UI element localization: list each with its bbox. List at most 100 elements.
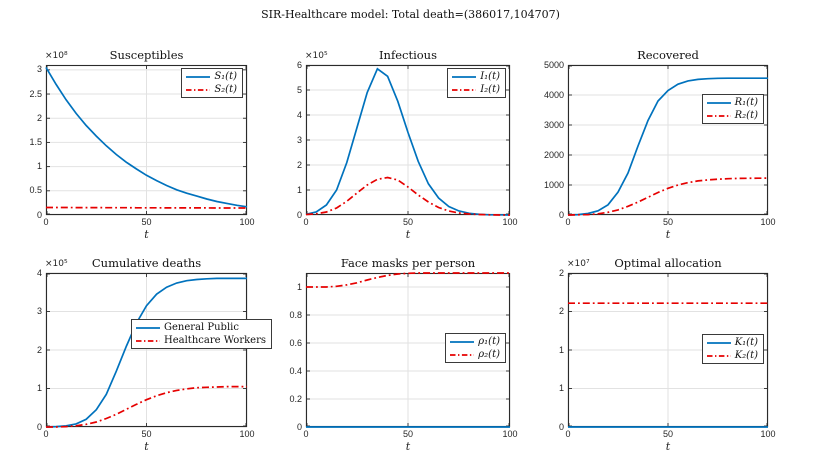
legend-label: R₂(t) — [734, 110, 758, 121]
y-tick-label: 0 — [296, 421, 302, 432]
y-tick-label: 1 — [558, 344, 564, 355]
subplot-title: Face masks per person — [340, 256, 476, 270]
y-tick-label: 3000 — [543, 119, 564, 130]
legend-label: ρ₁(t) — [478, 336, 500, 347]
y-tick-label: 0 — [558, 209, 564, 220]
legend-entry: K₁(t) — [706, 336, 758, 349]
y-tick-label: 4 — [36, 267, 42, 278]
legend-solid-line-sample — [706, 341, 731, 344]
x-axis-label: t — [405, 440, 411, 453]
legend-solid-line-sample — [136, 326, 160, 329]
y-tick-label: 2 — [296, 159, 302, 170]
y-tick-label: 0 — [296, 209, 302, 220]
y-tick-label: 2 — [36, 344, 42, 355]
y-tick-label: 4 — [296, 109, 302, 120]
y-tick-label: 0.2 — [289, 393, 302, 404]
y-tick-label: 1 — [558, 383, 564, 393]
plot-area — [567, 64, 769, 216]
y-tick-label: 1 — [296, 281, 302, 292]
legend-label: R₁(t) — [734, 97, 758, 108]
legend-label: I₂(t) — [480, 84, 500, 95]
subplot-susceptibles: Susceptibles ×10⁸ t 0 0.5 1 1.5 2 2.5 3 0 50 100 S₁(t… — [29, 48, 254, 241]
subplot-infectious: Infectious ×10⁵ t 0 1 2 3 4 5 6 0 50 100 I₁(t) I₂(t) — [297, 48, 518, 241]
legend-dashdot-line-sample — [450, 353, 475, 356]
legend: I₁(t) I₂(t) — [447, 68, 506, 98]
x-tick-label: 50 — [402, 429, 413, 439]
subplot-recovered: Recovered t 0 1000 2000 3000 4000 5000 0 50 100 R₁(… — [544, 48, 776, 241]
y-tick-label: 0.4 — [289, 365, 302, 376]
x-tick-label: 0 — [565, 429, 571, 439]
legend-label: General Public — [164, 322, 239, 333]
subplot-title: Optimal allocation — [614, 256, 722, 270]
legend-label: K₂(t) — [734, 350, 758, 361]
legend-dashdot-line-sample — [452, 88, 477, 91]
x-axis-label: t — [144, 440, 149, 453]
legend-label: K₁(t) — [734, 337, 758, 348]
y-tick-label: 1 — [36, 383, 42, 393]
x-axis-label: t — [665, 228, 671, 241]
legend-entry: S₂(t) — [185, 83, 237, 96]
legend-entry: Healthcare Workers — [135, 334, 266, 347]
x-tick-label: 50 — [662, 429, 673, 439]
x-tick-label: 0 — [303, 217, 309, 227]
y-tick-label: 1 — [296, 184, 302, 195]
legend: K₁(t) K₂(t) — [701, 334, 764, 364]
x-tick-label: 100 — [239, 217, 255, 227]
series-line — [305, 67, 511, 216]
legend-dashdot-line-sample — [706, 114, 731, 117]
legend-label: I₁(t) — [480, 71, 500, 82]
legend-entry: I₁(t) — [451, 70, 500, 83]
legend: ρ₁(t) ρ₂(t) — [445, 333, 506, 363]
legend-solid-line-sample — [706, 101, 731, 104]
x-axis-label: t — [665, 440, 671, 453]
x-tick-label: 100 — [239, 429, 255, 439]
subplot-title: Cumulative deaths — [91, 256, 202, 270]
legend-dashdot-line-sample — [186, 88, 211, 91]
y-axis-exponent: ×10⁷ — [567, 259, 590, 269]
y-tick-label: 0 — [36, 421, 42, 432]
legend: R₁(t) R₂(t) — [701, 94, 764, 124]
subplot-title: Recovered — [637, 48, 699, 62]
x-tick-label: 50 — [141, 429, 152, 439]
x-tick-label: 50 — [662, 217, 673, 227]
series-line — [306, 272, 510, 288]
legend-dashdot-line-sample — [136, 339, 160, 342]
y-tick-label: 1000 — [543, 179, 564, 190]
y-tick-label: 1.5 — [29, 136, 42, 147]
x-tick-label: 50 — [141, 217, 152, 227]
figure-title: SIR-Healthcare model: Total death=(38601… — [261, 8, 560, 21]
y-tick-label: 0 — [36, 209, 42, 220]
plot-area — [305, 64, 511, 216]
y-tick-label: 2 — [558, 267, 564, 278]
subplot-title: Infectious — [379, 48, 437, 62]
legend-label: S₂(t) — [214, 84, 237, 95]
legend-entry: ρ₂(t) — [449, 348, 500, 361]
legend: General Public Healthcare Workers — [131, 319, 272, 349]
plot-area — [45, 272, 248, 428]
subplot-face-masks: Face masks per person t 0 0.2 0.4 0.6 0.8 1 0 50 1… — [289, 256, 517, 453]
y-tick-label: 5 — [296, 84, 302, 95]
legend-entry: General Public — [135, 321, 266, 334]
y-tick-label: 3 — [296, 134, 302, 145]
legend-dashdot-line-sample — [706, 354, 731, 357]
x-axis-label: t — [405, 228, 411, 241]
legend-label: ρ₂(t) — [478, 349, 500, 360]
legend-label: Healthcare Workers — [164, 335, 266, 346]
y-axis-exponent: ×10⁵ — [305, 51, 328, 61]
y-tick-label: 0.5 — [29, 185, 42, 196]
series-line — [46, 206, 247, 209]
legend-solid-line-sample — [450, 340, 475, 343]
subplot-title: Susceptibles — [109, 48, 184, 62]
y-tick-label: 5000 — [543, 59, 564, 70]
y-tick-label: 2.5 — [29, 88, 42, 99]
legend-entry: S₁(t) — [185, 70, 237, 83]
y-tick-label: 2000 — [543, 149, 564, 160]
legend-entry: K₂(t) — [706, 349, 758, 362]
y-tick-label: 3 — [36, 306, 42, 316]
x-tick-label: 50 — [402, 217, 413, 227]
legend-solid-line-sample — [186, 75, 211, 78]
series-line — [45, 277, 247, 428]
x-tick-label: 0 — [303, 429, 309, 439]
series-line — [567, 77, 768, 216]
